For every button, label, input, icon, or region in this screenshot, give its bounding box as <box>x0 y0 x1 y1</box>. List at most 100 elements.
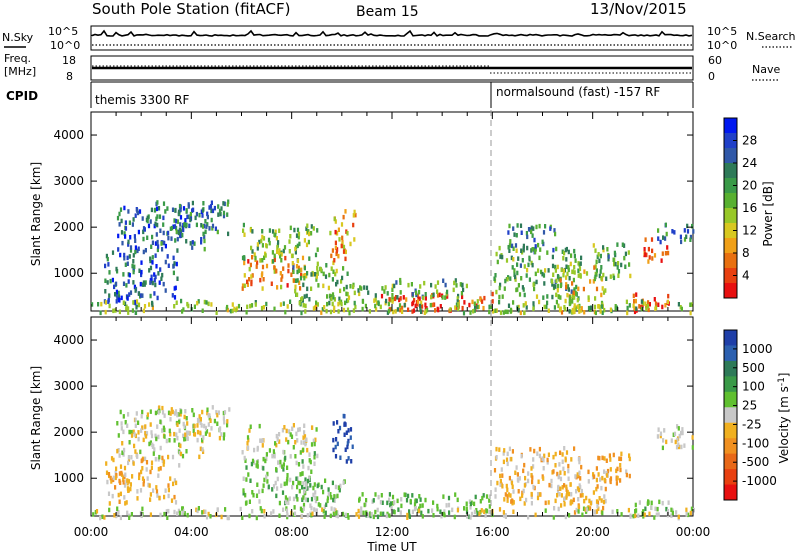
velocity-cell <box>108 501 111 506</box>
velocity-cell <box>453 514 456 520</box>
power-cell <box>407 307 410 312</box>
velocity-cell <box>515 465 518 470</box>
velocity-cell <box>313 455 316 460</box>
velocity-cell <box>413 502 417 507</box>
velocity-cell <box>169 432 172 437</box>
freq-tick-low: 8 <box>66 70 73 83</box>
velocity-cell <box>582 506 586 511</box>
velocity-cell <box>320 484 323 490</box>
power-cell <box>396 307 399 312</box>
velocity-cell <box>311 511 314 516</box>
power-cell <box>664 236 667 241</box>
velocity-cell <box>596 503 599 509</box>
power-cell <box>162 201 166 206</box>
velocity-cell <box>510 480 514 486</box>
velocity-cell <box>216 421 219 426</box>
velocity-cell <box>604 486 607 492</box>
power-cell <box>593 304 597 310</box>
velocity-cell <box>575 489 578 494</box>
power-cell <box>512 246 515 251</box>
velocity-cell <box>414 499 417 504</box>
power-cell <box>546 294 549 299</box>
velocity-cell <box>569 500 572 505</box>
velocity-cell <box>432 513 435 518</box>
velocity-cell <box>250 461 253 467</box>
power-cell <box>251 229 254 234</box>
power-cell <box>260 273 263 278</box>
x-tick-label: 00:00 <box>74 525 109 539</box>
velocity-cell <box>130 433 134 438</box>
power-cell <box>108 303 111 309</box>
power-cell <box>600 304 603 309</box>
power-cell <box>261 264 265 270</box>
velocity-cell <box>599 477 602 482</box>
velocity-cell <box>677 442 680 447</box>
velocity-cell <box>171 409 174 415</box>
velocity-cell <box>178 463 181 468</box>
velocity-cell <box>199 417 202 422</box>
power-cell <box>161 272 164 278</box>
power-cell <box>419 303 422 309</box>
power-cell <box>162 222 165 227</box>
power-cell <box>340 299 343 305</box>
power-cell <box>690 302 693 307</box>
power-cell <box>175 229 178 235</box>
velocity-cell <box>506 498 509 503</box>
power-cell <box>333 297 336 302</box>
velocity-cell <box>568 513 571 518</box>
power-cell <box>140 293 143 298</box>
power-cell <box>295 233 299 238</box>
velocity-cell <box>154 410 157 416</box>
power-cell <box>154 274 157 280</box>
power-cell <box>150 244 153 249</box>
velocity-cell <box>276 437 279 442</box>
power-cell <box>387 301 390 307</box>
velocity-cell <box>116 511 119 516</box>
velocity-cell <box>611 509 614 515</box>
velocity-cell <box>577 504 581 510</box>
power-cell <box>261 229 264 234</box>
power-cell <box>129 235 132 240</box>
velocity-cell <box>559 470 562 475</box>
power-cell <box>565 275 568 280</box>
velocity-cell <box>161 428 164 433</box>
power-cell <box>316 247 319 252</box>
velocity-cell <box>271 487 274 492</box>
velocity-cell <box>150 460 154 465</box>
velocity-cell <box>665 506 668 512</box>
velocity-cell <box>648 511 651 517</box>
velocity-cell <box>605 473 609 478</box>
power-cell <box>657 236 660 241</box>
velocity-cell <box>560 503 563 508</box>
velocity-cell <box>615 468 618 474</box>
power-cell <box>456 296 459 301</box>
velocity-cell <box>313 461 316 466</box>
power-blob <box>153 199 230 237</box>
velocity-cell <box>304 441 307 447</box>
power-cell <box>425 309 428 314</box>
power-cell <box>559 283 562 289</box>
velocity-cell <box>601 455 604 461</box>
power-cell <box>195 222 198 228</box>
velocity-cell <box>638 500 641 505</box>
power-cell <box>657 228 660 233</box>
power-cell <box>578 262 581 267</box>
power-cell <box>551 294 554 300</box>
power-cell <box>222 213 226 219</box>
velocity-cell <box>222 436 225 441</box>
velocity-cell <box>288 429 291 434</box>
power-cell <box>127 209 130 214</box>
velocity-cell <box>139 449 142 455</box>
velocity-cell <box>421 514 424 519</box>
power-cell <box>562 256 565 261</box>
power-cell <box>288 239 291 244</box>
velocity-cell <box>306 478 310 484</box>
power-cell <box>307 239 310 245</box>
velocity-cell <box>424 497 427 503</box>
velocity-blob <box>556 469 607 515</box>
power-cell <box>617 269 621 274</box>
velocity-cell <box>522 468 525 474</box>
power-cell <box>654 306 657 311</box>
